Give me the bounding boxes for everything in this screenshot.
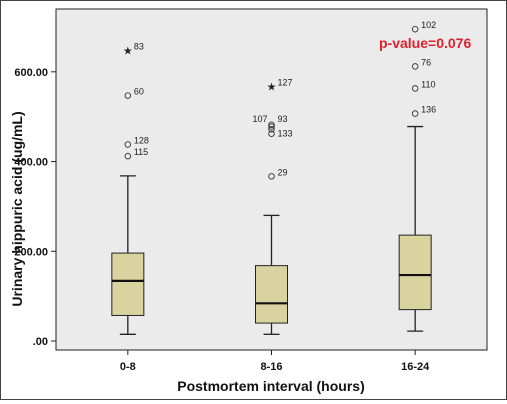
- outlier-label: 102: [421, 20, 436, 30]
- outlier-label: 29: [278, 167, 288, 177]
- x-tick-label: 8-16: [260, 361, 282, 373]
- x-axis: 0-8 8-16 16-24: [120, 350, 430, 373]
- iqr-box: [111, 252, 145, 316]
- outlier-marker: [268, 123, 275, 130]
- x-tick-label: 16-24: [401, 361, 430, 373]
- outlier-label: 136: [421, 105, 436, 115]
- outlier-marker: [268, 130, 275, 137]
- p-value-annotation: p-value=0.076: [379, 35, 471, 51]
- y-axis: .00 200.00 400.00 600.00: [14, 67, 56, 348]
- outlier-label: 115: [134, 147, 148, 157]
- outlier-marker: [411, 63, 419, 70]
- outlier-marker: [124, 152, 132, 160]
- iqr-box: [398, 234, 432, 311]
- y-tick-label: 200.00: [14, 246, 48, 258]
- y-tick-label: 600.00: [14, 67, 48, 79]
- outlier-label: 107: [253, 114, 268, 124]
- outlier-marker: [268, 121, 275, 129]
- outlier-marker: [268, 125, 275, 133]
- outlier-marker: [411, 110, 419, 117]
- iqr-box: [255, 265, 288, 324]
- box-group: 102 76 110 136: [398, 20, 436, 332]
- y-axis-title: Urinary hippuric acid (ug/mL): [9, 111, 25, 306]
- x-tick-label: 0-8: [120, 361, 136, 373]
- outlier-label: 60: [134, 87, 144, 97]
- outlier-label: 127: [278, 78, 293, 88]
- outlier-label: 93: [278, 114, 288, 124]
- outlier-label: 128: [134, 136, 149, 146]
- outlier-label: 83: [134, 42, 144, 52]
- box-group: ★ 127 107 93 133 29: [253, 78, 293, 335]
- outlier-marker: [124, 141, 132, 148]
- outlier-label: 110: [421, 79, 435, 89]
- outlier-label: 76: [421, 57, 431, 67]
- outlier-label: 133: [278, 129, 293, 139]
- outlier-marker: [268, 173, 275, 180]
- y-tick-label: 400.00: [14, 157, 48, 169]
- outlier-marker: [124, 92, 132, 99]
- y-tick-label: .00: [33, 336, 48, 348]
- outlier-marker: [411, 85, 419, 92]
- extreme-outlier-marker: ★: [267, 82, 277, 94]
- outlier-marker: [411, 25, 419, 33]
- x-axis-title: Postmortem interval (hours): [177, 378, 364, 394]
- extreme-outlier-marker: ★: [123, 46, 133, 58]
